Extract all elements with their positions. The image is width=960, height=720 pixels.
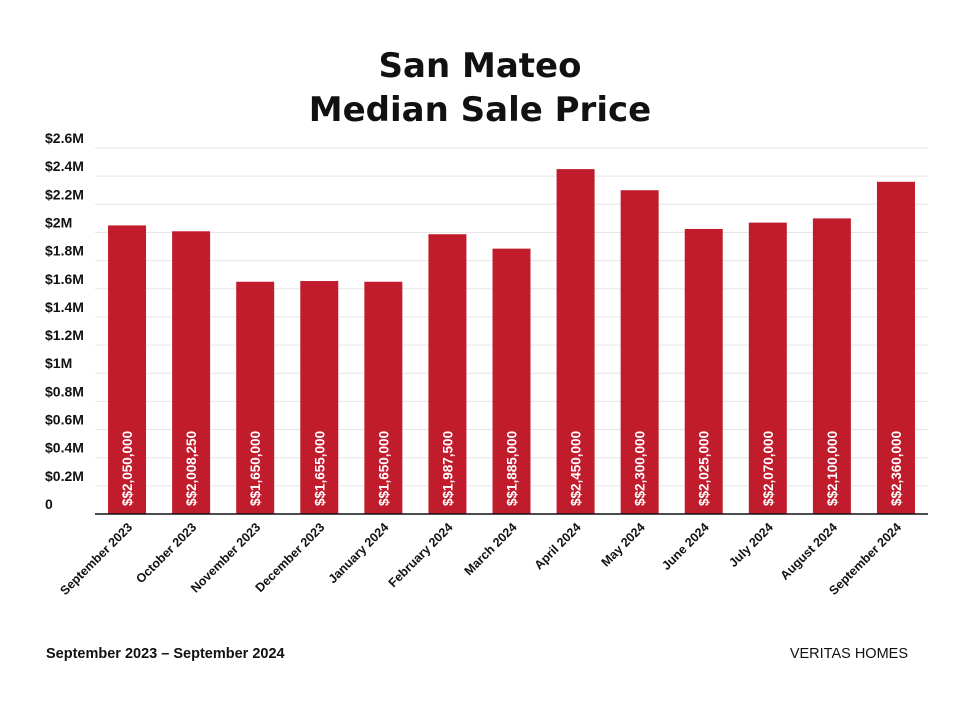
x-tick-label: January 2024 [326, 520, 392, 586]
y-tick-label: $1M [45, 355, 72, 371]
y-tick-label: $2.4M [45, 158, 84, 174]
data-label: $$2,050,000 [120, 431, 135, 506]
data-label: $$2,300,000 [633, 431, 648, 506]
data-label: $$2,025,000 [697, 431, 712, 506]
y-tick-label: $0.2M [45, 468, 84, 484]
y-tick-label: $0.8M [45, 383, 84, 399]
y-tick-label: $0.6M [45, 412, 84, 428]
y-tick-label: $1.8M [45, 243, 84, 259]
y-tick-label: $2.2M [45, 186, 84, 202]
x-tick-label: May 2024 [599, 520, 648, 569]
data-label: $$2,360,000 [889, 431, 904, 506]
y-tick-label: $2M [45, 214, 72, 230]
bar [172, 231, 211, 515]
date-range-caption: September 2023 – September 2024 [46, 646, 285, 662]
chart-title-line-2: Median Sale Price [308, 90, 652, 130]
bar [492, 248, 531, 514]
bar [364, 281, 403, 514]
chart-title-line-1: San Mateo [378, 46, 582, 86]
brand-name: VERITAS HOMES [789, 646, 908, 662]
y-tick-label: $1.6M [45, 271, 84, 287]
x-tick-label: February 2024 [386, 520, 456, 590]
x-tick-label: April 2024 [532, 520, 584, 572]
data-label: $$1,885,000 [505, 431, 520, 506]
bar [300, 281, 339, 514]
bar [876, 181, 915, 515]
bar [108, 225, 147, 514]
y-tick-label: $0.4M [45, 440, 84, 456]
data-label: $$2,070,000 [761, 431, 776, 506]
y-tick-label: $1.4M [45, 299, 84, 315]
data-label: $$1,650,000 [376, 431, 391, 506]
y-tick-label: 0 [45, 496, 53, 512]
bar [748, 222, 787, 514]
x-tick-label: September 2023 [57, 520, 135, 598]
x-tick-label: December 2023 [253, 520, 328, 595]
data-label: $$1,650,000 [248, 431, 263, 506]
bar [684, 228, 723, 514]
data-label: $$2,008,250 [184, 431, 199, 506]
bar [812, 218, 851, 514]
bar [620, 190, 659, 514]
data-label: $$2,100,000 [825, 431, 840, 506]
bar [428, 234, 467, 514]
x-tick-label: March 2024 [462, 520, 520, 578]
bar [556, 169, 595, 514]
y-tick-label: $1.2M [45, 327, 84, 343]
x-tick-label: June 2024 [659, 520, 712, 573]
y-tick-label: $2.6M [45, 130, 84, 146]
chart-title: San Mateo Median Sale Price [0, 44, 960, 132]
x-tick-label: August 2024 [778, 520, 840, 582]
data-label: $$1,655,000 [312, 431, 327, 506]
data-label: $$1,987,500 [440, 431, 455, 506]
x-tick-label: July 2024 [726, 520, 776, 570]
x-tick-label: November 2023 [188, 520, 263, 595]
data-label: $$2,450,000 [569, 431, 584, 506]
bar [236, 281, 275, 514]
x-tick-label: October 2023 [133, 520, 199, 586]
